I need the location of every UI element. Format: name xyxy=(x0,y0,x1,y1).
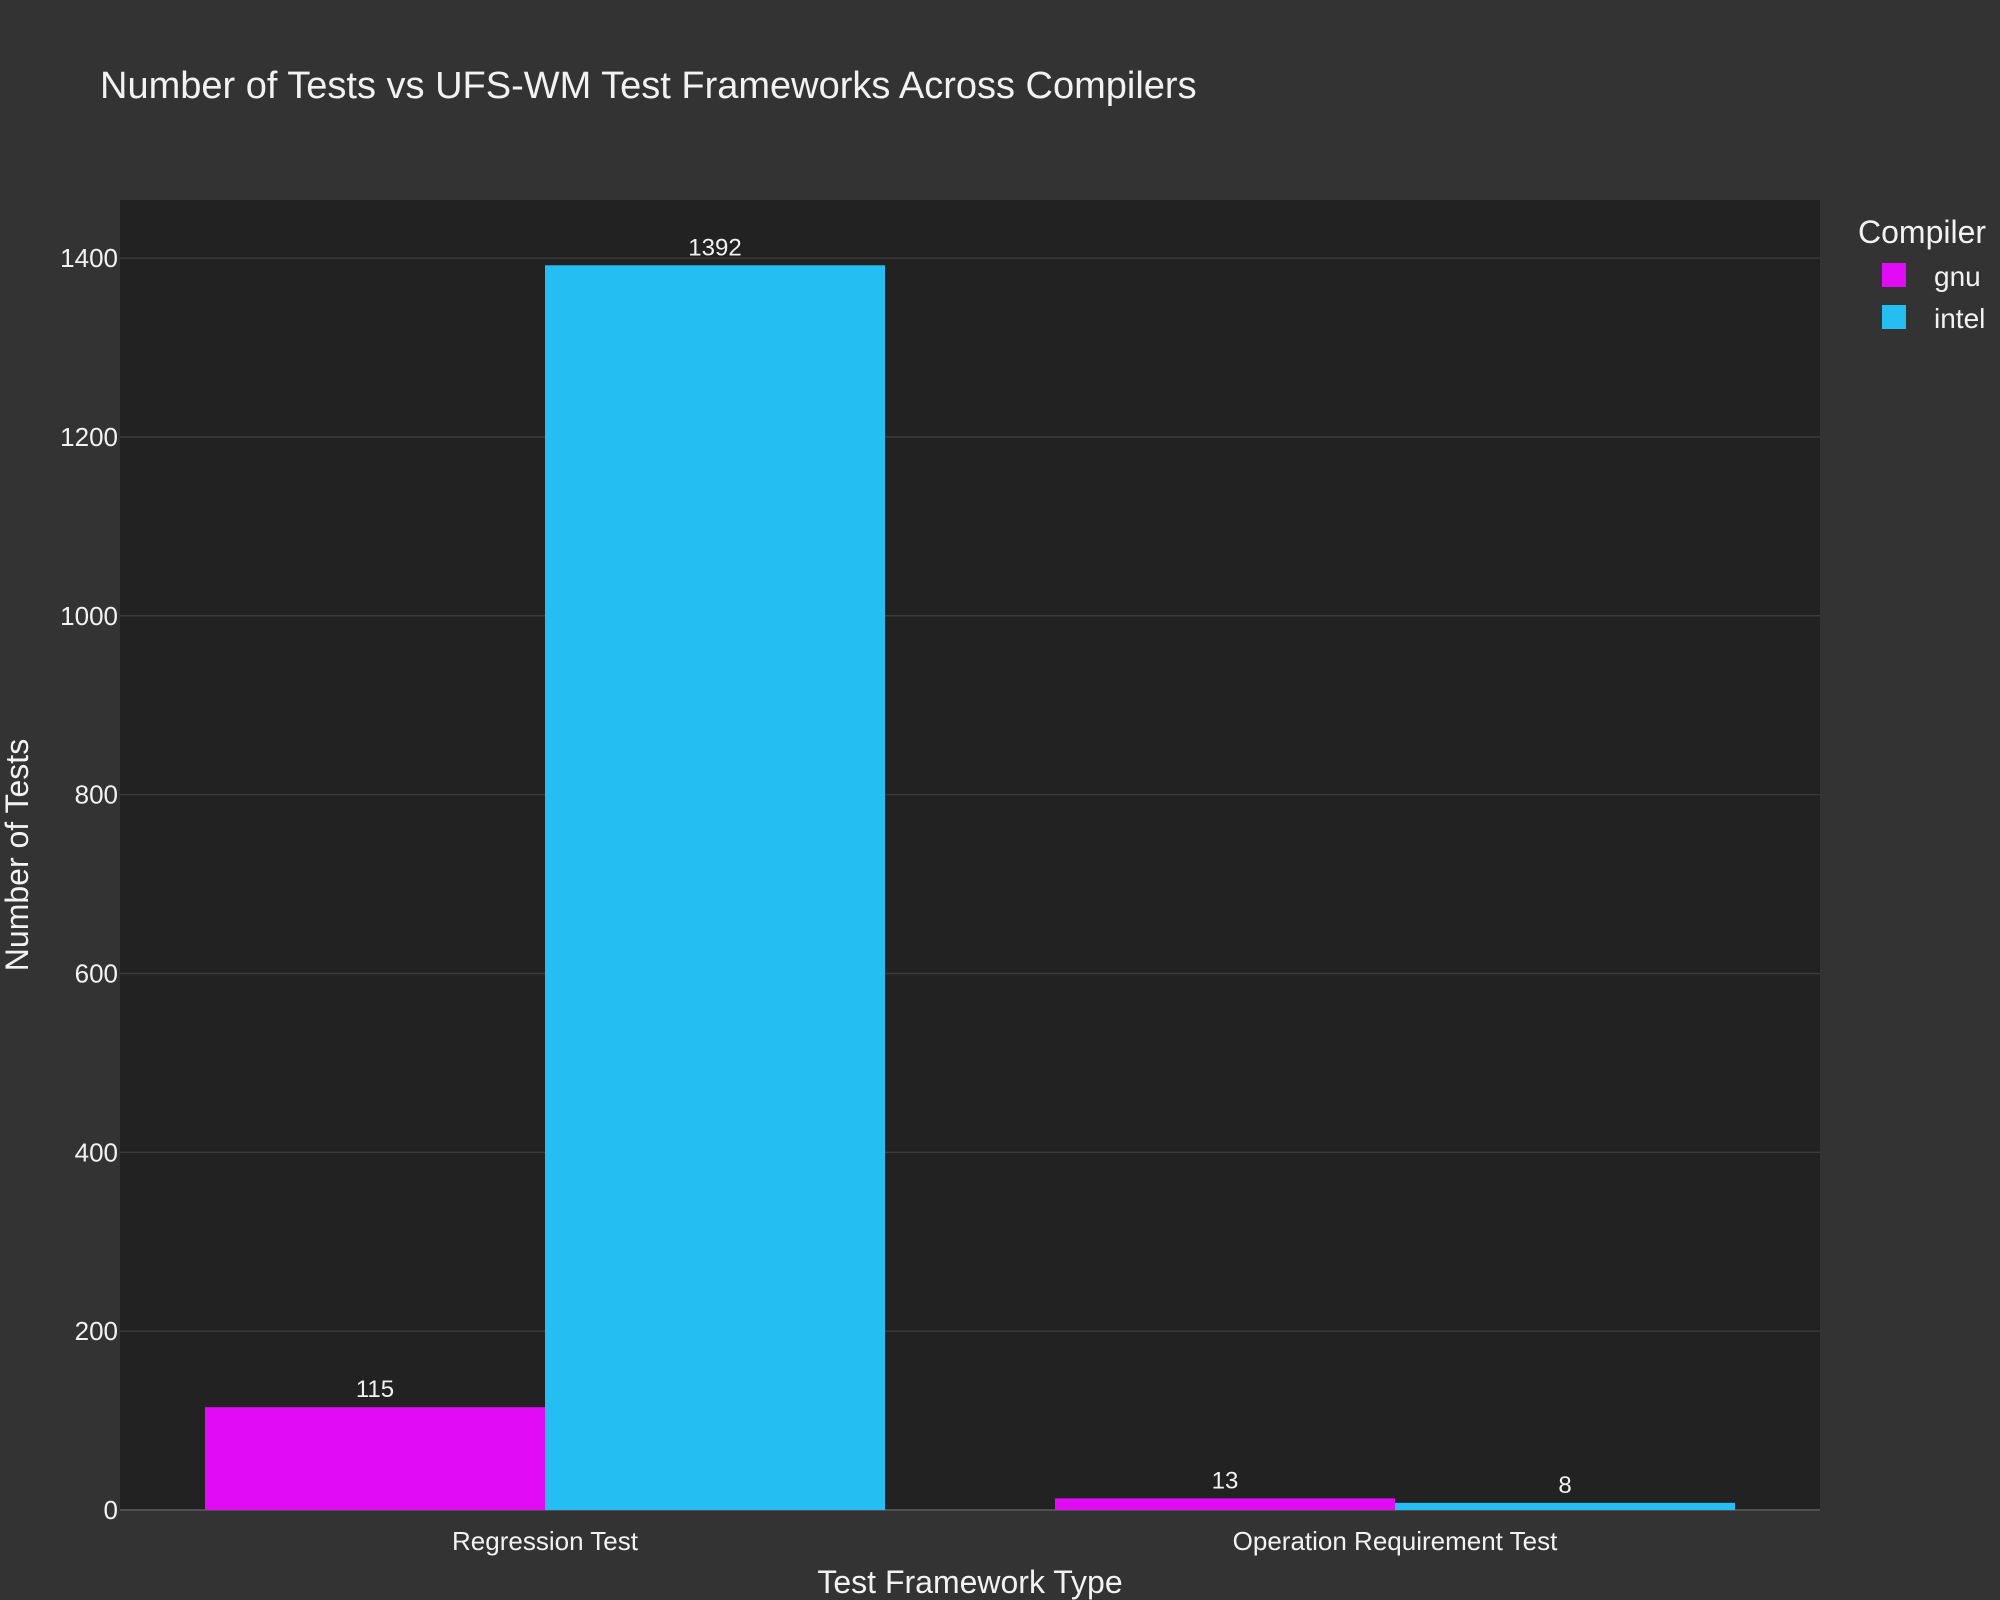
y-tick-label: 1400 xyxy=(60,243,118,273)
y-tick-label: 1000 xyxy=(60,601,118,631)
plot-area xyxy=(120,200,1820,1510)
y-axis-title: Number of Tests xyxy=(0,739,35,971)
legend-item-gnu[interactable]: gnu xyxy=(1882,261,1981,292)
bar-value-label: 13 xyxy=(1212,1467,1239,1494)
y-tick-label: 200 xyxy=(75,1316,118,1346)
chart-title: Number of Tests vs UFS-WM Test Framework… xyxy=(100,65,1197,107)
y-tick-label: 0 xyxy=(104,1495,118,1525)
bar-gnu-2 xyxy=(1055,1498,1395,1510)
legend-item-intel[interactable]: intel xyxy=(1882,303,1985,334)
bar-value-label: 8 xyxy=(1558,1472,1571,1499)
y-tick-label: 600 xyxy=(75,958,118,988)
bar-gnu-1 xyxy=(205,1407,545,1510)
bars xyxy=(205,265,1735,1510)
bar-intel-2 xyxy=(1395,1502,1735,1510)
bar-value-label: 1392 xyxy=(688,234,741,261)
bar-intel-1 xyxy=(545,265,885,1510)
legend-swatch xyxy=(1882,305,1906,329)
legend-swatch xyxy=(1882,263,1906,287)
y-tick-label: 800 xyxy=(75,780,118,810)
y-tick-labels: 0 200 400 600 800 1000 1200 1400 xyxy=(60,243,118,1525)
legend-label: intel xyxy=(1934,303,1985,334)
x-tick-label: Operation Requirement Test xyxy=(1233,1526,1558,1556)
legend-label: gnu xyxy=(1934,261,1981,292)
y-tick-label: 1200 xyxy=(60,422,118,452)
x-axis-title: Test Framework Type xyxy=(817,1564,1122,1600)
legend: Compiler gnu intel xyxy=(1858,214,1986,334)
x-tick-labels: Regression Test Operation Requirement Tes… xyxy=(452,1526,1558,1556)
bar-labels: 115 1392 13 8 xyxy=(356,234,1572,1499)
legend-items: gnu intel xyxy=(1882,261,1985,334)
legend-title: Compiler xyxy=(1858,214,1986,250)
x-tick-label: Regression Test xyxy=(452,1526,639,1556)
bar-value-label: 115 xyxy=(356,1376,394,1403)
y-tick-label: 400 xyxy=(75,1137,118,1167)
